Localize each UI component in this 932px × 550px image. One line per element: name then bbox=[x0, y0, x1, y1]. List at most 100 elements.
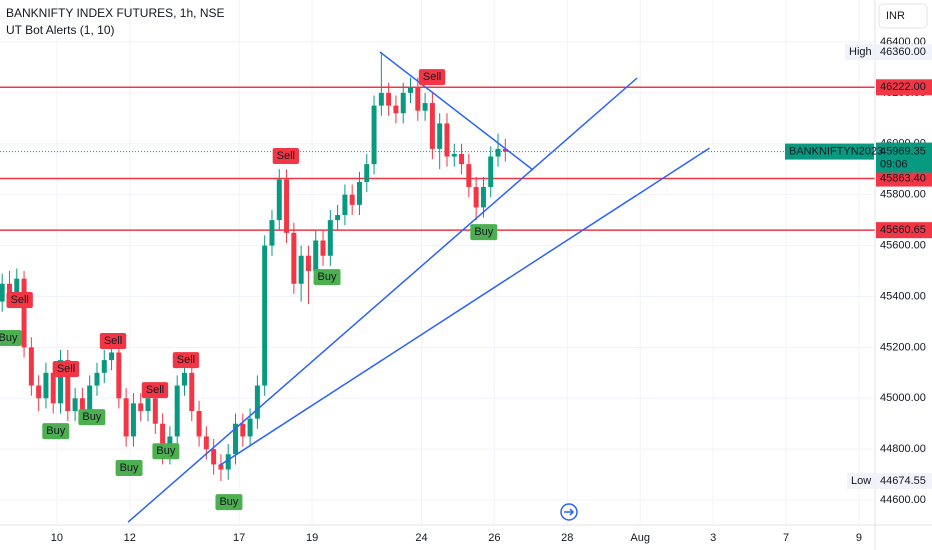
symbol-box bbox=[785, 143, 874, 160]
signal-box bbox=[0, 329, 22, 346]
signal-label: Buy bbox=[0, 332, 18, 344]
candle-body bbox=[247, 418, 253, 437]
candle-body bbox=[480, 187, 486, 208]
candle-body bbox=[342, 194, 348, 216]
y-tick-label: 44600.00 bbox=[880, 494, 926, 506]
candle-body bbox=[225, 454, 231, 470]
signal-box bbox=[272, 147, 300, 164]
hline-price-box bbox=[876, 170, 932, 187]
candle-body bbox=[189, 372, 195, 411]
y-tick-label: 45200.00 bbox=[880, 341, 926, 353]
signal-label: Buy bbox=[120, 462, 139, 474]
candle-body bbox=[466, 164, 472, 188]
indicator-name: UT Bot Alerts (1, 10) bbox=[6, 23, 115, 37]
hline-price-label: 45863.40 bbox=[880, 172, 926, 184]
axes: 44600.00 44800.00 45000.00 45200.00 45400.00… bbox=[51, 36, 932, 544]
x-tick-label: 9 bbox=[856, 532, 862, 544]
candle-body bbox=[218, 464, 224, 470]
candle-body bbox=[0, 283, 5, 302]
scroll-button[interactable] bbox=[560, 503, 578, 521]
candle-body bbox=[371, 105, 377, 165]
signal-label: Sell bbox=[104, 335, 122, 347]
candle-body bbox=[123, 398, 129, 437]
candle-body bbox=[320, 240, 326, 256]
y-tick-label: 44800.00 bbox=[880, 443, 926, 455]
candle-body bbox=[233, 423, 239, 455]
candle-body bbox=[6, 283, 12, 297]
signal-box bbox=[99, 333, 127, 350]
signal-label: Sell bbox=[177, 354, 195, 366]
signal-box bbox=[42, 423, 70, 440]
candle-body bbox=[502, 148, 508, 152]
y-tick-label: 45400.00 bbox=[880, 290, 926, 302]
trend-line bbox=[127, 77, 638, 523]
hline-price-box bbox=[876, 222, 932, 239]
candle-body bbox=[429, 103, 435, 149]
candle-body bbox=[262, 245, 268, 386]
signal-label: Buy bbox=[156, 445, 175, 457]
signal-label: Sell bbox=[423, 71, 441, 83]
symbol-label: BANKNIFTYN2023 bbox=[789, 145, 883, 157]
signal-box bbox=[418, 69, 446, 86]
signal-label: Buy bbox=[474, 226, 493, 238]
signal-label: Buy bbox=[318, 271, 337, 283]
candle-body bbox=[291, 232, 297, 284]
hline-price-box bbox=[876, 79, 932, 96]
signal-box bbox=[215, 494, 243, 511]
x-tick-label: 10 bbox=[51, 532, 63, 544]
candle-body bbox=[72, 398, 78, 411]
signal-box bbox=[6, 292, 33, 309]
y-tick-label: 45600.00 bbox=[880, 239, 926, 251]
low-price-box bbox=[876, 473, 932, 490]
candle-body bbox=[313, 240, 319, 272]
candle-body bbox=[415, 87, 421, 111]
signal-box bbox=[141, 382, 169, 399]
chart-title: BANKNIFTY INDEX FUTURES, 1h, NSE bbox=[6, 6, 225, 20]
candle-body bbox=[203, 436, 209, 450]
candle-body bbox=[305, 255, 311, 272]
candle-body bbox=[408, 87, 414, 93]
plot-area: Sell Buy Sell Buy Sell Buy Sell Buy Buy Sell Buy Se… bbox=[0, 0, 875, 525]
candle-body bbox=[58, 360, 64, 404]
currency-label: INR bbox=[886, 10, 905, 22]
candle-body bbox=[393, 105, 399, 114]
x-tick-label: 19 bbox=[306, 532, 318, 544]
signal-box bbox=[172, 352, 200, 369]
candle-body bbox=[495, 148, 501, 157]
x-tick-label: 24 bbox=[415, 532, 427, 544]
trend-line bbox=[219, 147, 710, 466]
currency-button[interactable] bbox=[878, 3, 928, 29]
candle-body bbox=[298, 255, 304, 284]
candle-body bbox=[181, 372, 187, 386]
candle-body bbox=[79, 398, 85, 411]
scroll-icon bbox=[560, 503, 578, 521]
candle-body bbox=[196, 410, 202, 437]
signal-label: Buy bbox=[46, 425, 65, 437]
signal-label: Sell bbox=[57, 363, 75, 375]
candle-body bbox=[94, 372, 100, 386]
candle-body bbox=[276, 179, 282, 221]
x-tick-label: 7 bbox=[783, 532, 789, 544]
y-tick-label: 45800.00 bbox=[880, 189, 926, 201]
candle-body bbox=[138, 403, 144, 411]
candle-body bbox=[28, 347, 34, 386]
high-tag bbox=[845, 44, 874, 61]
signal-label: Sell bbox=[277, 150, 295, 162]
signal-box bbox=[52, 361, 80, 378]
candle-body bbox=[43, 372, 49, 399]
last-price-label: 45969.35 bbox=[880, 145, 926, 157]
signal-label: Sell bbox=[146, 384, 164, 396]
candle-body bbox=[356, 181, 362, 205]
high-tag-label: High bbox=[849, 46, 872, 58]
candle-body bbox=[145, 398, 151, 411]
countdown-label: 09:06 bbox=[880, 158, 908, 170]
x-tick-label: 28 bbox=[561, 532, 573, 544]
candle-body bbox=[152, 398, 158, 424]
candle-body bbox=[335, 215, 341, 221]
candle-body bbox=[444, 123, 450, 157]
candle-body bbox=[130, 403, 136, 437]
low-price-label: 44674.55 bbox=[880, 475, 926, 487]
candle-body bbox=[21, 278, 27, 348]
candle-body bbox=[254, 385, 260, 419]
